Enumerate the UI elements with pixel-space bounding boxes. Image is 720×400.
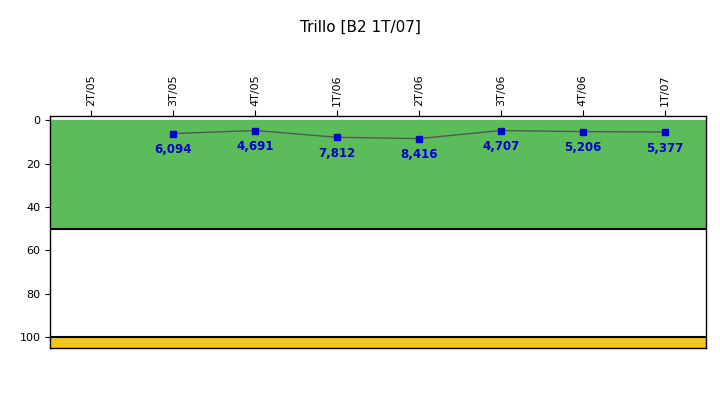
Text: 4,691: 4,691 xyxy=(236,140,274,153)
Bar xyxy=(50,120,706,229)
Text: 5,377: 5,377 xyxy=(646,142,683,155)
Text: 4,707: 4,707 xyxy=(482,140,519,153)
Bar xyxy=(50,229,706,337)
Text: 6,094: 6,094 xyxy=(155,143,192,156)
Text: 7,812: 7,812 xyxy=(318,147,356,160)
Bar xyxy=(50,337,706,348)
Text: 5,206: 5,206 xyxy=(564,141,601,154)
Text: Trillo [B2 1T/07]: Trillo [B2 1T/07] xyxy=(300,20,420,35)
Text: 8,416: 8,416 xyxy=(400,148,438,161)
Legend: B2 <= 50, 50 < B2 <= 100, B2 > 100: B2 <= 50, 50 < B2 <= 100, B2 > 100 xyxy=(199,396,557,400)
